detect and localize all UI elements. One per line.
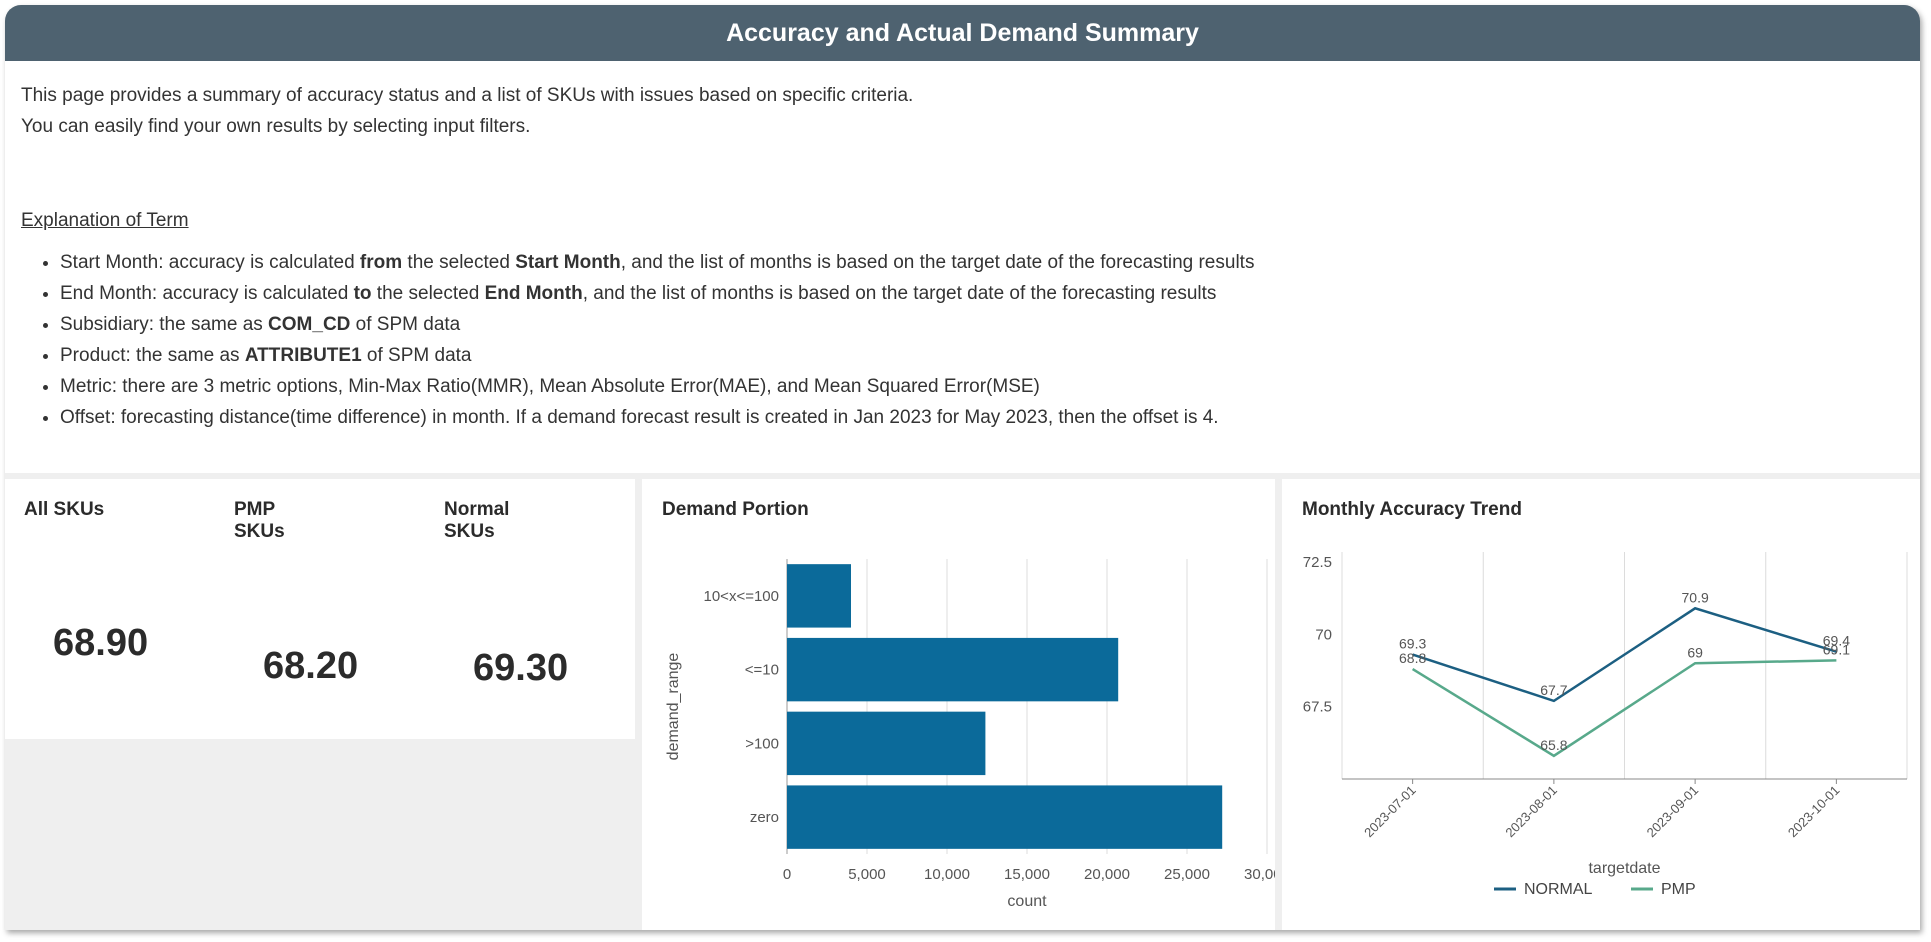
data-label: 68.8 xyxy=(1399,650,1426,666)
term-item: Metric: there are 3 metric options, Min-… xyxy=(60,371,1904,402)
x-tick-label: 30,000 xyxy=(1244,866,1275,883)
y-tick-label: 10<x<=100 xyxy=(704,588,780,605)
y-tick-label: 70 xyxy=(1315,626,1332,643)
x-tick-label: 10,000 xyxy=(924,866,970,883)
term-bold: COM_CD xyxy=(268,314,351,335)
term-text: Start Month: accuracy is calculated xyxy=(60,252,360,273)
y-tick-label: >100 xyxy=(745,735,779,752)
monthly-trend-chart: 72.5 70 67.5 2023-07-01 2023-08-01 2023-09-01… xyxy=(1303,552,1908,898)
term-text: Subsidiary: the same as xyxy=(60,314,269,335)
legend-label: PMP xyxy=(1661,881,1696,898)
series-line-pmp xyxy=(1411,659,1837,758)
term-text: of SPM data xyxy=(350,314,461,335)
term-text: of SPM data xyxy=(361,345,472,366)
data-label: 69.1 xyxy=(1823,641,1850,657)
data-label: 70.9 xyxy=(1682,589,1709,605)
x-tick-label: 25,000 xyxy=(1164,866,1210,883)
data-label: 65.8 xyxy=(1540,737,1567,753)
monthly-trend-panel: Monthly Accuracy Trend 72.5 70 67.5 2023-07… xyxy=(1282,479,1920,930)
term-item: Subsidiary: the same as COM_CD of SPM da… xyxy=(60,309,1904,340)
term-heading: Explanation of Term xyxy=(21,210,189,231)
kpi-value-pmp: 68.20 xyxy=(263,645,359,687)
y-tick-label: 72.5 xyxy=(1303,554,1332,571)
x-tick-label: 0 xyxy=(783,866,791,883)
x-tick-label: 2023-07-01 xyxy=(1361,783,1419,841)
term-text: , and the list of months is based on the… xyxy=(582,283,1217,304)
x-tick-label: 5,000 xyxy=(848,866,886,883)
kpi-label-line: PMP xyxy=(234,499,276,520)
demand-portion-panel: Demand Portion 0 5,000 10,000 15,000 20,000 2… xyxy=(642,479,1275,930)
term-text: , and the list of months is based on the… xyxy=(620,252,1255,273)
dashboard-frame: Accuracy and Actual Demand Summary This … xyxy=(5,5,1920,930)
x-tick-label: 2023-09-01 xyxy=(1644,783,1702,841)
term-list: Start Month: accuracy is calculated from… xyxy=(21,247,1904,433)
bar xyxy=(787,564,851,628)
term-text: the selected xyxy=(402,252,516,273)
y-tick-label: 67.5 xyxy=(1303,699,1332,716)
x-tick-label: 2023-10-01 xyxy=(1785,783,1843,841)
x-tick-label: 20,000 xyxy=(1084,866,1130,883)
term-text: Metric: there are 3 metric options, Min-… xyxy=(60,376,1040,397)
kpi-label-line: SKUs xyxy=(234,521,285,542)
term-item: Offset: forecasting distance(time differ… xyxy=(60,402,1904,433)
series-line-normal xyxy=(1412,606,1837,703)
intro-line: This page provides a summary of accuracy… xyxy=(21,85,914,106)
bar xyxy=(787,637,1119,702)
description-panel: This page provides a summary of accuracy… xyxy=(5,61,1920,473)
term-bold: End Month xyxy=(484,283,583,304)
kpi-label-line: All SKUs xyxy=(24,499,105,520)
kpi-value-all: 68.90 xyxy=(53,622,149,664)
term-bold: from xyxy=(359,252,403,273)
x-axis-title: targetdate xyxy=(1588,860,1660,877)
term-text: Product: the same as xyxy=(60,345,245,366)
x-tick-label: 2023-08-01 xyxy=(1502,783,1560,841)
demand-portion-chart: 0 5,000 10,000 15,000 20,000 25,000 30,000 10<x… xyxy=(665,559,1275,910)
kpi-label-normal: Normal SKUs xyxy=(444,499,509,543)
intro-line: You can easily find your own results by … xyxy=(21,116,531,137)
term-item: End Month: accuracy is calculated to the… xyxy=(60,278,1904,309)
term-text: the selected xyxy=(371,283,485,304)
term-item: Start Month: accuracy is calculated from… xyxy=(60,247,1904,278)
term-text: End Month: accuracy is calculated xyxy=(60,283,354,304)
y-tick-label: <=10 xyxy=(745,662,779,679)
x-axis-title: count xyxy=(1007,893,1047,910)
term-bold: Start Month xyxy=(515,252,621,273)
bar xyxy=(787,711,986,776)
data-label: 69.4 xyxy=(1823,633,1850,649)
monthly-trend-title: Monthly Accuracy Trend xyxy=(1302,499,1522,520)
y-axis-title: demand_range xyxy=(665,653,682,761)
term-item: Product: the same as ATTRIBUTE1 of SPM d… xyxy=(60,340,1904,371)
page-title: Accuracy and Actual Demand Summary xyxy=(5,5,1920,61)
legend-label: NORMAL xyxy=(1524,881,1593,898)
data-label: 67.7 xyxy=(1540,682,1567,698)
kpi-label-line: SKUs xyxy=(444,521,495,542)
y-tick-label: zero xyxy=(750,809,779,826)
x-tick-label: 15,000 xyxy=(1004,866,1050,883)
demand-portion-title: Demand Portion xyxy=(662,499,809,520)
term-bold: to xyxy=(353,283,372,304)
kpi-label-all: All SKUs xyxy=(24,499,104,521)
data-label: 69.3 xyxy=(1399,636,1426,652)
kpi-value-normal: 69.30 xyxy=(473,647,569,689)
kpi-label-pmp: PMP SKUs xyxy=(234,499,285,543)
kpi-label-line: Normal xyxy=(444,499,510,520)
term-text: Offset: forecasting distance(time differ… xyxy=(60,407,1219,428)
term-bold: ATTRIBUTE1 xyxy=(244,345,362,366)
data-label: 69 xyxy=(1687,644,1703,660)
kpi-panel: All SKUs PMP SKUs Normal SKUs 68.90 68.2… xyxy=(5,479,635,739)
bar xyxy=(787,785,1223,849)
